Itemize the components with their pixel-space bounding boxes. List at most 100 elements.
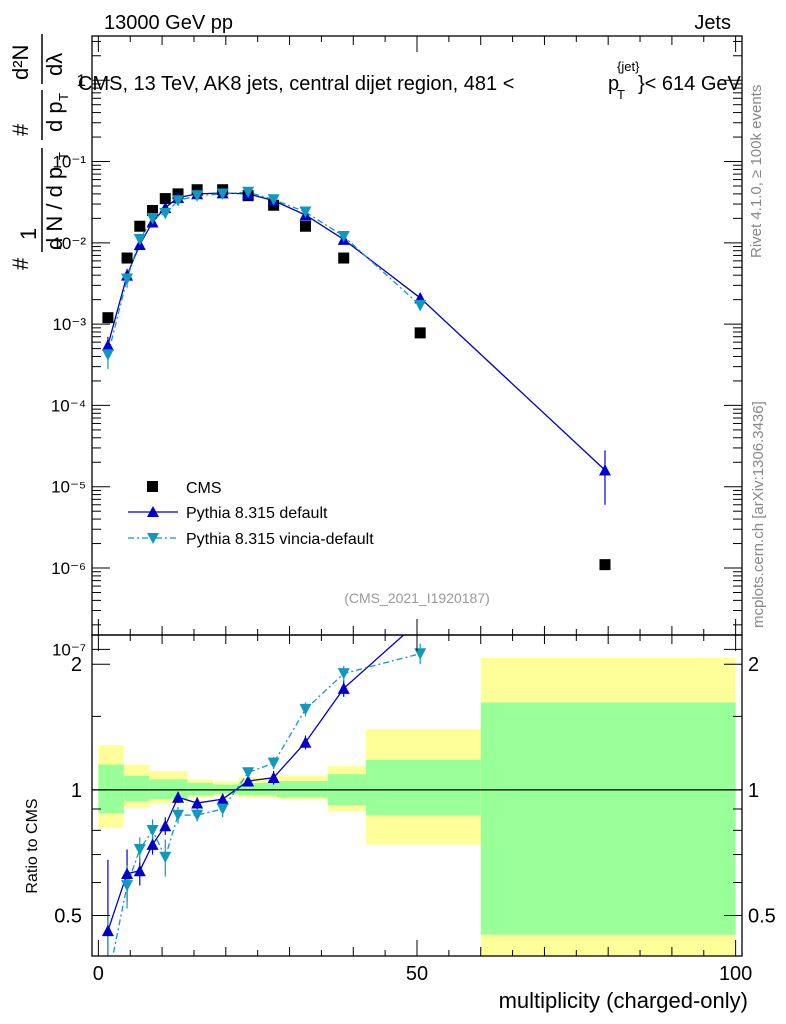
- green-band: [98, 764, 124, 814]
- default-ratio-point: [172, 791, 185, 803]
- vincia-data-point: [121, 273, 134, 285]
- vincia-data-point: [101, 349, 114, 361]
- y-tick-label: 1: [77, 71, 86, 90]
- y-tick-label: 10⁻²: [52, 234, 86, 253]
- green-band: [276, 781, 328, 798]
- vincia-ratio-point: [191, 809, 204, 822]
- vincia-ratio-point: [299, 703, 312, 716]
- vincia-ratio-point: [121, 880, 134, 892]
- side-note-bottom: mcplots.cern.ch [arXiv:1306.3436]: [750, 401, 767, 628]
- vincia-data-point: [133, 234, 146, 246]
- header-left: 13000 GeV pp: [104, 12, 233, 34]
- green-band: [213, 784, 239, 794]
- cms-data-point: [147, 204, 159, 216]
- ylabel-den-sub: T: [56, 152, 71, 160]
- title-end: }< 614 GeV: [638, 73, 742, 95]
- ylabel-frac2: d p: [42, 101, 67, 132]
- vincia-data-point: [159, 208, 172, 220]
- legend-cms-label: CMS: [186, 480, 222, 497]
- y-tick-label: 10⁻³: [52, 315, 86, 334]
- vincia-ratio-point: [133, 844, 146, 856]
- header-right: Jets: [694, 12, 731, 34]
- default-ratio-point: [216, 793, 229, 805]
- default-ratio-point: [159, 819, 172, 832]
- vincia-data-point: [299, 206, 312, 218]
- ratio-tick-label-left: 1: [71, 780, 82, 802]
- vincia-data-point: [191, 190, 204, 202]
- legend-default-label: Pythia 8.315 default: [186, 505, 328, 522]
- x-tick-label: 0: [93, 963, 104, 985]
- cms-data-point: [134, 220, 146, 232]
- green-band: [366, 759, 481, 816]
- default-ratio-point: [133, 864, 146, 877]
- side-note-top: Rivet 4.1.0, ≥ 100k events: [748, 85, 765, 258]
- default-ratio-point: [101, 924, 114, 937]
- y-tick-label: 10⁻⁷: [52, 640, 86, 659]
- default-ratio-point: [267, 771, 280, 784]
- x-tick-label: 100: [719, 963, 752, 985]
- green-band: [149, 779, 188, 800]
- default-ratio-line: [107, 635, 405, 931]
- top-plot: [101, 184, 611, 571]
- vincia-ratio-point: [146, 824, 159, 837]
- vincia-ratio-point: [414, 648, 427, 660]
- vincia-data-point: [267, 194, 280, 206]
- x-tick-label: 50: [406, 963, 428, 985]
- default-ratio-point: [337, 682, 350, 694]
- title-sup: {jet}: [617, 59, 640, 74]
- title-sub: T: [617, 87, 625, 102]
- vincia-data-point: [337, 230, 350, 243]
- y-tick-label: 10⁻⁶: [51, 559, 86, 578]
- ylabel-d2n: d²N: [8, 45, 33, 80]
- ylabel-hash2: #: [8, 123, 33, 136]
- vincia-data-point: [172, 195, 185, 207]
- vincia-ratio-point: [216, 803, 229, 815]
- axes: 10⁻⁷ 10⁻⁶ 10⁻⁵ 10⁻⁴ 10⁻³ 10⁻² 10⁻¹ 1 0.5 0.5 1 1 2 2 0…: [51, 35, 776, 985]
- x-label: multiplicity (charged-only): [499, 988, 748, 1013]
- uncertainty-bands: [92, 657, 742, 956]
- green-band: [123, 775, 150, 802]
- default-data-point: [101, 339, 114, 351]
- ylabel-hash1: #: [8, 257, 33, 270]
- cms-data-point: [121, 252, 133, 264]
- title-p: p: [608, 73, 619, 95]
- vincia-data-point: [146, 212, 159, 225]
- legend-default-marker: [147, 506, 159, 517]
- legend-vincia-label: Pythia 8.315 vincia-default: [186, 531, 374, 548]
- cms-data-point: [599, 559, 611, 571]
- legend-cms-marker: [147, 481, 158, 492]
- green-band: [187, 782, 214, 796]
- default-ratio-point: [121, 867, 134, 880]
- vincia-data-point: [414, 299, 427, 312]
- legend: CMS Pythia 8.315 default Pythia 8.315 vi…: [128, 480, 374, 548]
- y-tick-label: 10⁻⁵: [51, 478, 86, 497]
- y-tick-label: 10⁻⁴: [51, 396, 86, 415]
- y-tick-label: 10⁻¹: [52, 153, 86, 172]
- ylabel-dl: dλ: [42, 53, 67, 76]
- cms-data-point: [414, 327, 426, 339]
- y-label-bottom: Ratio to CMS: [24, 798, 41, 893]
- ratio-tick-label-right: 2: [748, 654, 759, 676]
- plot-title: CMS, 13 TeV, AK8 jets, central dijet reg…: [78, 59, 742, 102]
- vincia-ratio-point: [337, 668, 350, 680]
- vincia-data-point: [242, 186, 255, 199]
- cms-data-point: [159, 193, 171, 205]
- y-label-top: # 1 d N / d p T # d p T d²N dλ: [8, 34, 71, 270]
- cms-data-point: [338, 252, 350, 264]
- default-series-line: [107, 192, 606, 471]
- vincia-ratio-point: [242, 767, 255, 779]
- default-ratio-point: [299, 736, 312, 748]
- cms-data-point: [102, 312, 114, 324]
- vincia-ratio-point: [172, 809, 185, 822]
- default-data-point: [598, 464, 611, 476]
- ratio-tick-label-left: 0.5: [54, 906, 82, 928]
- cms-data-point: [299, 220, 311, 232]
- ylabel-frac2-sub: T: [56, 93, 71, 101]
- ylabel-den: d N / d p: [42, 167, 67, 250]
- vincia-ratio-point: [159, 851, 172, 864]
- ratio-tick-label-right: 0.5: [748, 906, 776, 928]
- default-ratio-point: [146, 838, 159, 850]
- default-ratio-point: [242, 775, 255, 787]
- vincia-ratio-point: [267, 757, 280, 769]
